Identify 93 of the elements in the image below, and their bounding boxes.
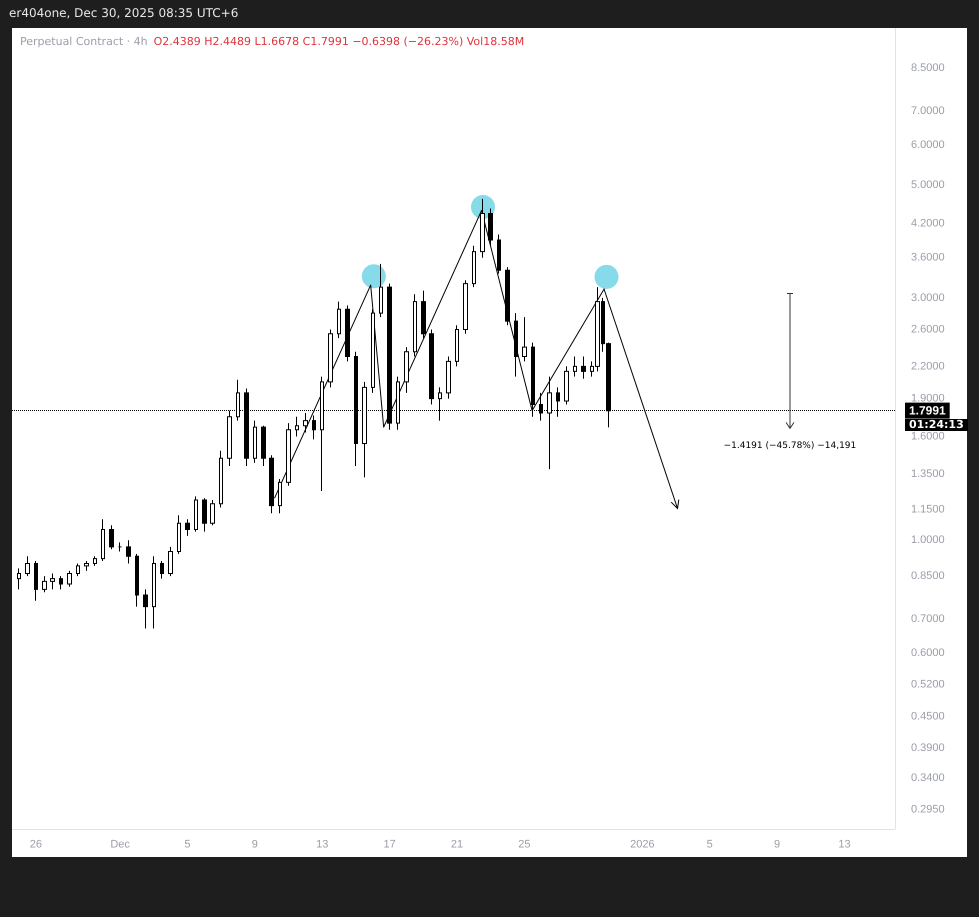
candlestick — [573, 356, 577, 378]
candlestick — [194, 496, 198, 532]
x-tick-label: 26 — [30, 838, 42, 850]
y-tick-label: 1.9000 — [911, 392, 945, 405]
candlestick — [312, 415, 316, 440]
x-tick-label: 17 — [384, 838, 396, 850]
annotation: O2.4389 H2.4489 L1.6678 C1.7991 −0.6398 (−26.23%) Vol18.58M — [154, 35, 524, 48]
x-tick-label: 5 — [184, 838, 191, 850]
text: Perpetual Contract · 4h — [20, 35, 148, 48]
candlestick — [118, 542, 122, 552]
y-tick-label: 0.6000 — [911, 646, 945, 659]
x-tick-label: 21 — [450, 838, 464, 850]
candlestick — [168, 546, 173, 577]
candlestick — [429, 328, 434, 406]
point — [362, 264, 386, 288]
y-tick-label: 1.3500 — [911, 468, 945, 480]
ref-line-label: 1.7991 — [909, 404, 946, 418]
x-tick-label: 5 — [706, 838, 713, 850]
y-tick-label: 1.0000 — [911, 534, 945, 546]
candlestick — [497, 234, 501, 274]
candlestick — [210, 500, 215, 526]
candlestick — [109, 524, 114, 550]
candlestick — [295, 416, 299, 438]
text: 01:24:13 — [905, 418, 968, 431]
candlestick — [50, 572, 55, 590]
candlestick — [261, 425, 266, 467]
x-tick-label: Dec — [110, 838, 130, 850]
candlestick — [177, 514, 181, 554]
point — [594, 264, 619, 289]
y-tick-label: 0.7000 — [911, 612, 945, 625]
candlestick — [76, 562, 80, 577]
candlestick — [67, 570, 72, 588]
x-tick-label: 25 — [518, 838, 531, 850]
text: er404one, Dec 30, 2025 08:35 UTC+6 — [9, 6, 238, 20]
y-tick-label: 2.2000 — [911, 360, 945, 372]
candlestick — [93, 556, 97, 566]
candlestick — [101, 518, 105, 562]
x-tick-label: 13 — [316, 838, 328, 850]
candlestick — [160, 560, 164, 580]
candlestick — [345, 304, 350, 362]
candlestick — [59, 576, 63, 590]
candlestick — [219, 450, 223, 508]
candlestick — [514, 312, 518, 378]
candlestick — [34, 560, 38, 602]
candlestick — [135, 553, 139, 608]
y-tick-label: 7.0000 — [911, 105, 945, 118]
candlestick — [379, 263, 383, 318]
candlestick — [455, 324, 459, 367]
candlestick — [581, 356, 586, 380]
y-tick-label: 4.2000 — [911, 218, 945, 230]
x-tick-label: 2026 — [630, 838, 655, 850]
y-tick-label: 0.8500 — [911, 570, 945, 582]
y-tick-label: 0.2950 — [911, 803, 945, 816]
candlestick — [152, 556, 156, 630]
y-tick-label: 0.3900 — [911, 742, 945, 754]
y-tick-label: 8.5000 — [911, 62, 945, 74]
candlestick — [84, 560, 89, 572]
candlestick — [421, 290, 426, 339]
candlestick — [404, 346, 409, 394]
y-tick-label: 0.4500 — [911, 710, 945, 722]
candlestick — [522, 316, 527, 362]
candlestick — [371, 308, 375, 394]
candlestick — [143, 588, 148, 630]
y-tick-label: 3.0000 — [911, 292, 945, 304]
x-tick-label: 9 — [774, 838, 780, 850]
candlestick — [564, 366, 569, 406]
y-tick-label: 0.3400 — [911, 772, 945, 784]
candlestick — [463, 280, 468, 334]
candlestick — [328, 328, 333, 388]
candlestick — [126, 540, 131, 564]
candlestick — [472, 245, 476, 288]
y-tick-label: 1.1500 — [911, 503, 945, 516]
candlestick — [303, 412, 308, 433]
y-tick-label: 2.6000 — [911, 323, 945, 336]
x-tick-label: 9 — [252, 838, 258, 850]
y-tick-label: 3.6000 — [911, 252, 945, 264]
annotation: −1.4191 (−45.78%) −14,191 — [724, 440, 856, 451]
y-tick-label: 0.5200 — [911, 678, 945, 690]
candlestick — [202, 498, 207, 532]
candlestick — [25, 556, 30, 577]
y-tick-label: 1.6000 — [911, 430, 945, 443]
candlestick — [253, 420, 257, 464]
candlestick — [505, 266, 510, 326]
candlestick — [42, 576, 47, 593]
y-tick-label: 6.0000 — [911, 139, 945, 152]
candlestick — [185, 518, 190, 536]
x-tick-label: 13 — [838, 838, 851, 850]
candlestick — [413, 294, 417, 358]
candlestick — [337, 301, 341, 339]
candlestick — [446, 356, 451, 400]
candlestick — [17, 568, 21, 590]
y-tick-label: 5.0000 — [911, 179, 945, 192]
candlestick — [286, 422, 291, 486]
